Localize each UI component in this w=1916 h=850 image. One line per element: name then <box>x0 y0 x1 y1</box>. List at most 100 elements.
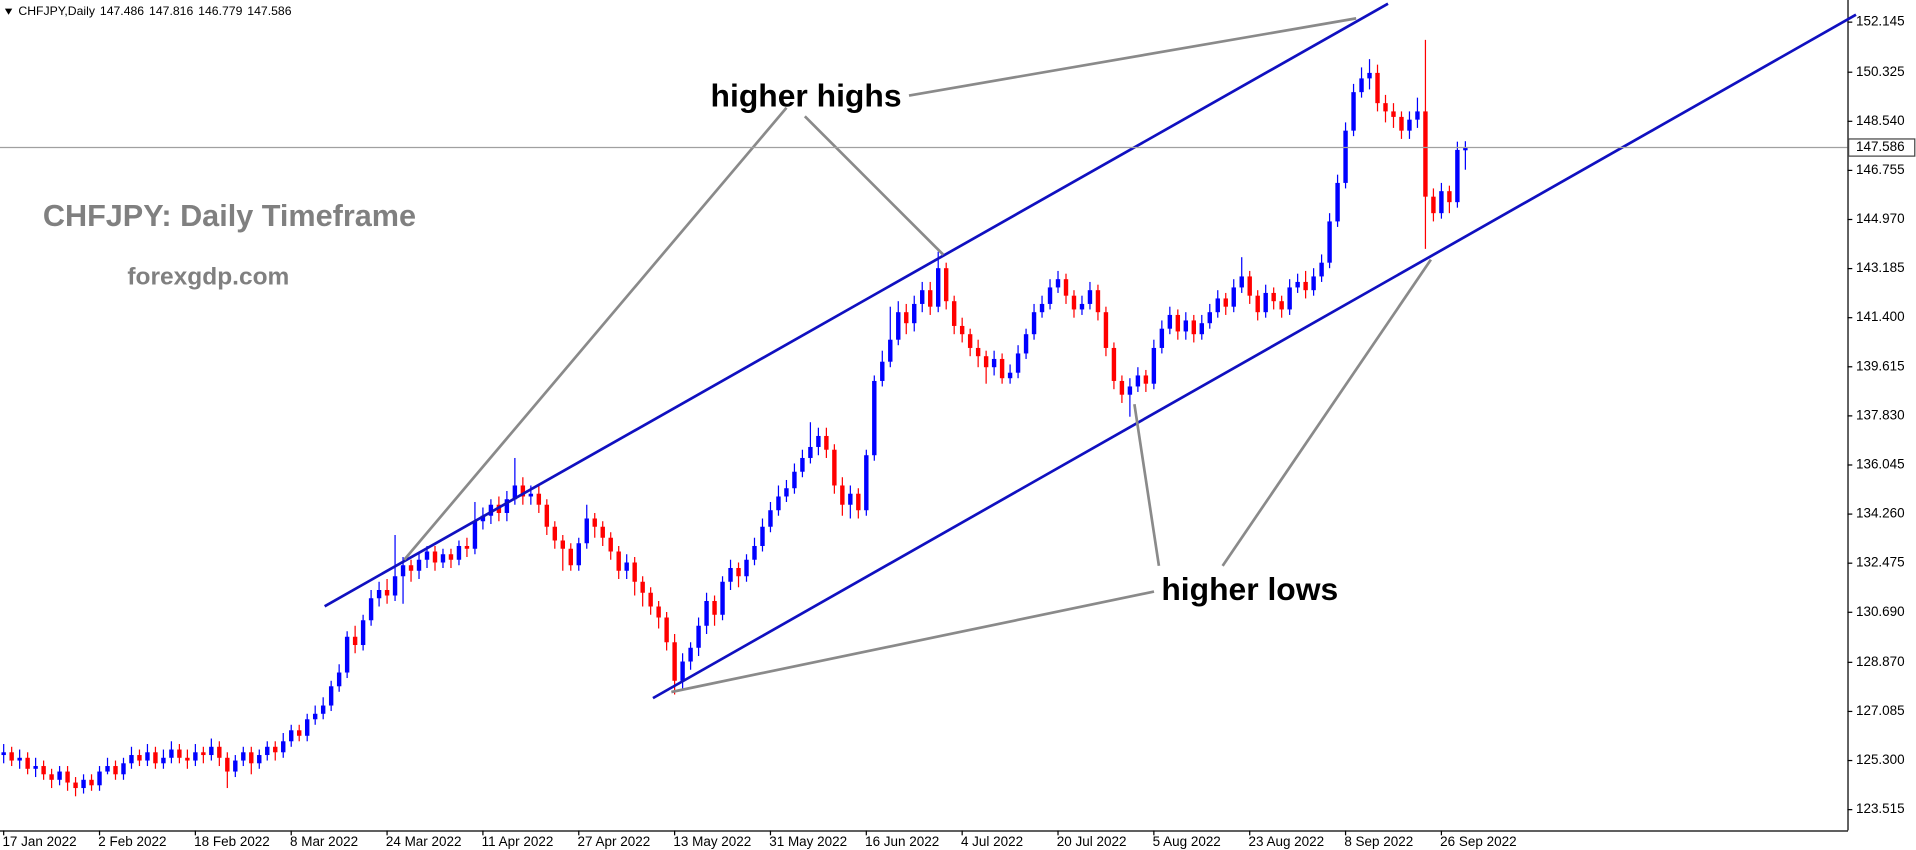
pointer-line <box>1133 403 1161 567</box>
candle-body <box>145 752 150 761</box>
candle-body <box>896 312 901 340</box>
candle-body <box>656 606 661 618</box>
candle-body <box>73 782 78 789</box>
candle-body <box>600 526 605 538</box>
candle-body <box>1383 103 1388 112</box>
current-price-box <box>1848 138 1916 157</box>
candle-body <box>81 779 86 789</box>
candle-body <box>177 749 182 758</box>
candle-body <box>1439 191 1444 214</box>
candle-body <box>1327 221 1332 263</box>
x-tick-label: 4 Jul 2022 <box>961 834 1023 849</box>
candle-body <box>1119 380 1125 395</box>
x-tick-label: 23 Aug 2022 <box>1248 834 1324 849</box>
candle-body <box>912 303 917 324</box>
candle-body <box>760 526 765 546</box>
candle-body <box>1231 287 1236 307</box>
pointer-line <box>803 115 945 256</box>
candle-body <box>991 358 997 368</box>
candle-body <box>1191 320 1197 335</box>
candle-body <box>856 493 861 511</box>
candle-body <box>1159 328 1165 348</box>
header-open: 147.486 <box>100 4 144 18</box>
candle-body <box>336 672 342 687</box>
candle-body <box>1319 262 1324 277</box>
candle-body <box>1271 292 1276 302</box>
candle-body <box>265 746 270 756</box>
candle-body <box>304 719 310 736</box>
candle-body <box>1463 147 1468 151</box>
candle-body <box>1335 182 1340 222</box>
symbol: CHFJPY,Daily <box>18 4 95 18</box>
candle-body <box>217 746 222 758</box>
candle-body <box>1079 303 1085 310</box>
candle-body <box>1063 279 1069 296</box>
candle-body <box>432 551 438 563</box>
candle-body <box>1151 347 1157 384</box>
candle-body <box>864 455 869 511</box>
watermark-source: forexgdp.com <box>127 263 289 290</box>
y-tick-label: 130.690 <box>1856 604 1905 619</box>
candle-body <box>472 521 478 549</box>
candle-body <box>368 598 374 621</box>
candle-body <box>544 504 550 527</box>
y-tick-label: 125.300 <box>1856 752 1905 767</box>
x-tick-label: 13 May 2022 <box>673 834 751 849</box>
candle-body <box>1343 130 1348 183</box>
candle-body <box>480 515 486 522</box>
candle-body <box>161 757 166 764</box>
candle-body <box>169 749 174 758</box>
candle-body <box>800 457 805 472</box>
watermark-title: CHFJPY: Daily Timeframe <box>43 199 416 233</box>
candle-body <box>784 488 789 497</box>
candle-body <box>1143 375 1149 384</box>
candle-body <box>664 617 669 643</box>
candle-body <box>384 590 390 596</box>
y-tick-label: 137.830 <box>1856 407 1905 422</box>
candle-body <box>257 755 262 764</box>
plot-area <box>1 39 1468 797</box>
current-price-label: 147.586 <box>1856 139 1905 154</box>
y-tick-label: 148.540 <box>1856 113 1905 128</box>
candle-body <box>137 755 142 761</box>
candle-body <box>1135 375 1141 387</box>
candle-body <box>1207 312 1212 324</box>
candle-body <box>9 752 14 761</box>
x-tick-label: 11 Apr 2022 <box>482 834 554 849</box>
x-tick-label: 26 Sep 2022 <box>1440 834 1516 849</box>
candle-body <box>1287 287 1292 310</box>
x-tick-label: 8 Sep 2022 <box>1344 834 1413 849</box>
upper-trendline <box>323 2 1389 608</box>
candle-body <box>848 493 853 505</box>
candle-body <box>752 545 757 560</box>
candle-body <box>241 752 246 761</box>
candle-body <box>704 601 709 626</box>
pointer-line <box>1221 258 1432 567</box>
candle-body <box>448 554 454 560</box>
candle-body <box>1455 149 1460 203</box>
candle-body <box>57 771 62 780</box>
header-close: 147.586 <box>247 4 291 18</box>
candle-body <box>464 545 470 549</box>
candle-body <box>512 485 518 500</box>
candle-body <box>808 446 813 458</box>
candle-body <box>816 435 821 447</box>
candle-body <box>928 290 933 307</box>
candle-body <box>1183 320 1189 332</box>
candle-body <box>1255 295 1260 313</box>
candle-body <box>17 757 22 761</box>
candle-body <box>41 766 46 775</box>
candle-body <box>688 647 693 662</box>
candle-body <box>233 760 238 772</box>
candle-body <box>400 565 406 577</box>
candle-body <box>648 592 653 607</box>
candle-body <box>488 504 494 516</box>
candle-body <box>967 334 973 348</box>
candle-body <box>736 567 741 577</box>
candle-body <box>344 636 350 673</box>
candle-body <box>904 312 909 324</box>
y-tick-label: 123.515 <box>1856 801 1905 816</box>
candle-body <box>792 471 797 489</box>
